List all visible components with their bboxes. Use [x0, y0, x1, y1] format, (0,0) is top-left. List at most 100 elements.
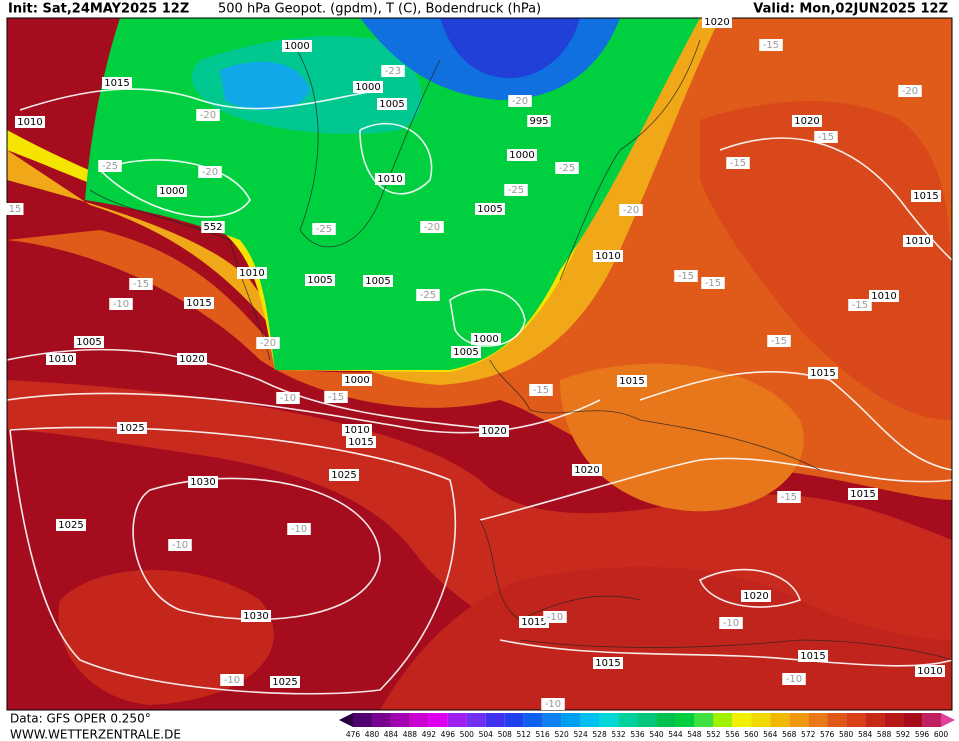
map — [7, 18, 952, 710]
temperature-label-box — [543, 611, 567, 623]
temperature-label-box — [529, 384, 553, 396]
isobar-label-box — [903, 235, 933, 247]
colorbar-label: 476 — [346, 730, 361, 739]
data-source: Data: GFS OPER 0.250° — [10, 712, 151, 726]
colorbar-label: 516 — [536, 730, 551, 739]
colorbar-label: 488 — [403, 730, 418, 739]
init-time: Init: Sat,24MAY2025 12Z — [8, 2, 189, 17]
temperature-label: -15 — [328, 392, 344, 403]
temperature-label-box — [287, 523, 311, 535]
colorbar-label: 528 — [592, 730, 607, 739]
isobar-label-box — [201, 221, 225, 233]
colorbar-label: 544 — [668, 730, 683, 739]
temperature-label-box — [726, 157, 750, 169]
temperature-label-box — [220, 674, 244, 686]
isobar-label: 1020 — [179, 354, 204, 365]
colorbar-box — [884, 713, 904, 727]
isobar-label: 1020 — [481, 426, 506, 437]
isobar-label-box — [177, 353, 207, 365]
isobar-label-box — [808, 367, 838, 379]
colorbar-label: 600 — [934, 730, 949, 739]
colorbar-box — [371, 713, 391, 727]
isobar-label-box — [915, 665, 945, 677]
isobar-label-box — [342, 424, 372, 436]
isobar-label: 1005 — [477, 204, 502, 215]
temperature-label-box — [416, 289, 440, 301]
isobar-label: 1015 — [913, 191, 938, 202]
temperature-label: -25 — [559, 163, 575, 174]
isobar-label-box — [593, 657, 623, 669]
colorbar-label: 492 — [422, 730, 437, 739]
site-name: WWW.WETTERZENTRALE.DE — [10, 728, 181, 741]
temperature-label: -10 — [291, 524, 307, 535]
temperature-label-box — [782, 673, 806, 685]
isobar-label: 1005 — [76, 337, 101, 348]
isobar-label-box — [848, 488, 878, 500]
isobar-label: 1000 — [159, 186, 184, 197]
colorbar-label: 536 — [630, 730, 645, 739]
temperature-label-box — [848, 299, 872, 311]
temperature-label-box — [619, 204, 643, 216]
temperature-label: -15 — [852, 300, 868, 311]
temperature-label: -20 — [512, 96, 528, 107]
colorbar-box — [523, 713, 543, 727]
temperature-label: -25 — [316, 224, 332, 235]
colorbar-label: 520 — [554, 730, 569, 739]
colorbar-box — [580, 713, 600, 727]
isobar-label-box — [798, 650, 828, 662]
isobar-label: 1015 — [104, 78, 129, 89]
temperature-label: -10 — [172, 540, 188, 551]
colorbar-label: 480 — [365, 730, 380, 739]
colorbar-label: 524 — [573, 730, 588, 739]
colorbar-label: 484 — [384, 730, 399, 739]
isobar-label: 1030 — [190, 477, 215, 488]
colorbar-label: 532 — [611, 730, 626, 739]
temperature-label-box — [168, 539, 192, 551]
colorbar-box — [409, 713, 429, 727]
colorbar-arrow — [941, 713, 955, 727]
isobar-label: 1020 — [743, 591, 768, 602]
isobar-label: 1020 — [794, 116, 819, 127]
temperature-label: -10 — [224, 675, 240, 686]
isobar-label-box — [305, 274, 335, 286]
temperature-label: -10 — [547, 612, 563, 623]
colorbar-box — [751, 713, 771, 727]
temperature-label-box — [777, 491, 801, 503]
colorbar-box — [808, 713, 828, 727]
isobar-label: 1005 — [379, 99, 404, 110]
isobar-label-box — [74, 336, 104, 348]
isobar-label-box — [342, 374, 372, 386]
temperature-label: 15 — [9, 204, 22, 215]
colorbar-label: 548 — [687, 730, 702, 739]
isobar-label: 1010 — [377, 174, 402, 185]
isobar-label-box — [451, 346, 481, 358]
temperature-label: -15 — [533, 385, 549, 396]
colorbar-box — [675, 713, 695, 727]
temperature-label: -25 — [508, 185, 524, 196]
isobar-label: 1000 — [355, 82, 380, 93]
colorbar-box — [846, 713, 866, 727]
colorbar-label: 564 — [763, 730, 778, 739]
colorbar-label: 588 — [877, 730, 892, 739]
temperature-label-box — [256, 337, 280, 349]
colorbar-box — [447, 713, 467, 727]
isobar-label: 1005 — [307, 275, 332, 286]
colorbar-box — [599, 713, 619, 727]
isobar-label: 1015 — [810, 368, 835, 379]
isobar-label-box — [184, 297, 214, 309]
temperature-label: -15 — [705, 278, 721, 289]
temperature-label-box — [541, 698, 565, 710]
temperature-label: -23 — [385, 66, 401, 77]
temperature-label-box — [381, 65, 405, 77]
temperature-label: -10 — [786, 674, 802, 685]
temperature-label: -20 — [623, 205, 639, 216]
isobar-label: 1010 — [48, 354, 73, 365]
isobar-label: 1015 — [186, 298, 211, 309]
temperature-label: -10 — [545, 699, 561, 710]
isobar-label-box — [46, 353, 76, 365]
isobar-label-box — [329, 469, 359, 481]
isobar-label: 1025 — [331, 470, 356, 481]
temperature-label: -10 — [113, 299, 129, 310]
colorbar-box — [789, 713, 809, 727]
isobar-label-box — [157, 185, 187, 197]
